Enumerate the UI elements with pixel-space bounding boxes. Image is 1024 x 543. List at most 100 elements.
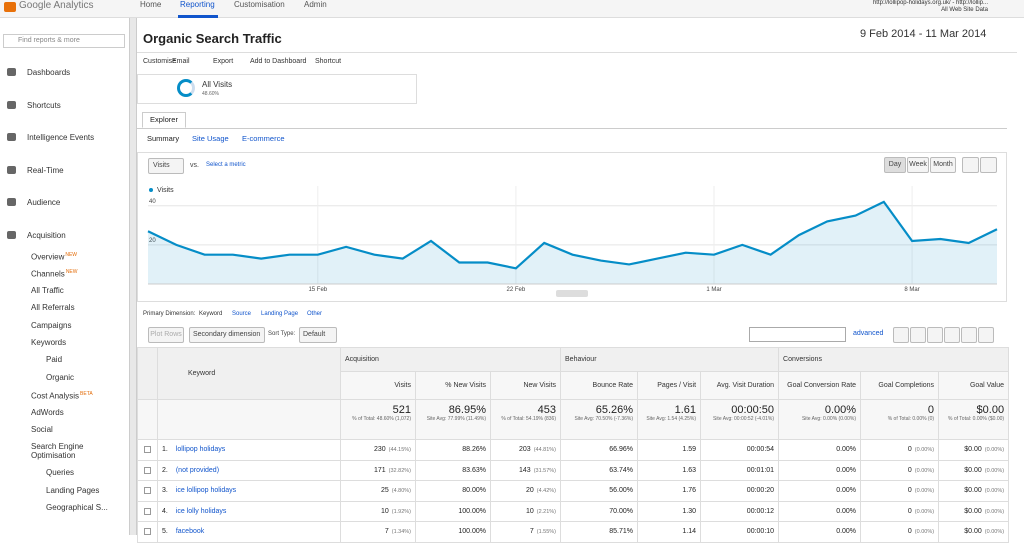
segment-box[interactable] — [137, 74, 417, 104]
keyword-link[interactable]: ice lollipop holidays — [175, 487, 237, 495]
checkbox[interactable] — [144, 446, 151, 454]
total-cell: 00:00:50 Site Avg: 00:00:52 (-4.01%) — [700, 399, 780, 440]
date-range[interactable]: 9 Feb 2014 - 11 Mar 2014 — [860, 28, 987, 40]
sidebar-subitem[interactable]: OverviewNEW — [31, 251, 126, 262]
main — [137, 18, 1024, 535]
keyword-link[interactable]: facebook — [175, 528, 205, 536]
sidebar-subitem[interactable]: Campaigns — [31, 321, 126, 330]
toolbar-item[interactable]: Shortcut — [315, 58, 342, 65]
checkbox[interactable] — [144, 507, 151, 515]
keyword-cell: 2. (not provided) — [157, 459, 341, 481]
sidebar-item[interactable]: Dashboards — [27, 68, 71, 77]
metric-select[interactable]: Visits — [148, 158, 184, 174]
subtab[interactable]: Summary — [147, 134, 180, 143]
secondary-dimension[interactable]: Secondary dimension — [189, 327, 265, 343]
period-button[interactable]: Month — [930, 157, 956, 173]
sidebar-subitem[interactable]: ChannelsNEW — [31, 268, 126, 279]
cell-share: (44.81%) — [533, 447, 557, 454]
dimension-item[interactable]: Landing Page — [261, 311, 299, 317]
period-button[interactable]: Day — [884, 157, 906, 173]
subtab[interactable]: E-commerce — [242, 134, 285, 143]
sidebar-item[interactable]: Real-Time — [27, 165, 64, 175]
sidebar-label: Keywords — [31, 338, 67, 347]
value-cell: 56.00% — [560, 480, 639, 502]
cell-value: 88.26% — [462, 446, 486, 454]
keyword-link[interactable]: (not provided) — [175, 466, 220, 474]
plot-rows[interactable]: Plot Rows — [148, 327, 184, 343]
sidebar-subitem[interactable]: Cost AnalysisBETA — [31, 390, 126, 401]
checkbox[interactable] — [144, 466, 151, 474]
value-cell: 1.63 — [637, 459, 702, 481]
sidebar-label: Cost Analysis — [31, 391, 80, 401]
cell-share: (0.00%) — [984, 488, 1005, 495]
nav-icon — [7, 165, 16, 174]
tab[interactable]: Explorer — [142, 112, 186, 128]
cell-share: (0.00%) — [984, 529, 1005, 536]
sidebar-subitem[interactable]: Landing Pages — [46, 485, 100, 495]
total-note: % of Total: 0.00% ($0.00) — [948, 416, 1005, 422]
sidebar-subitem[interactable]: Geographical S... — [46, 503, 108, 513]
nav-item[interactable]: Customisation — [234, 0, 285, 9]
value-cell: $0.00 (0.00%) — [938, 480, 1010, 502]
cell-value: 1.63 — [682, 466, 697, 474]
chart-resize[interactable] — [556, 290, 588, 297]
checkbox[interactable] — [144, 487, 151, 495]
sidebar-subitem[interactable]: All Traffic — [31, 286, 126, 295]
period-button[interactable]: Week — [907, 157, 929, 173]
dimension-item[interactable]: Keyword — [199, 311, 223, 317]
view-button[interactable] — [910, 327, 926, 343]
subtab[interactable]: Site Usage — [192, 134, 229, 143]
cell-share: (1.34%) — [391, 529, 411, 536]
sidebar-subitem[interactable]: Organic — [46, 372, 75, 382]
toolbar-item[interactable]: Email — [172, 58, 190, 65]
sidebar-item[interactable]: Acquisition — [27, 230, 66, 240]
keyword-link[interactable]: lollipop holidays — [175, 446, 226, 454]
sidebar-subitem[interactable]: Paid — [46, 355, 63, 365]
sidebar-item[interactable]: Intelligence Events — [27, 133, 95, 142]
total-value: 521 — [392, 404, 411, 416]
total-value: 0 — [927, 404, 935, 416]
sort-select[interactable]: Default — [299, 327, 337, 343]
table-search[interactable] — [749, 327, 846, 342]
keyword-link[interactable]: ice lolly holidays — [175, 507, 227, 515]
property: All Web Site Data — [941, 7, 988, 13]
view-button[interactable] — [978, 327, 994, 343]
sidebar-item[interactable]: Shortcuts — [27, 100, 61, 110]
view-button[interactable] — [927, 327, 943, 343]
nav-item[interactable]: Home — [140, 0, 162, 9]
sort-label: Sort Type: — [268, 331, 296, 337]
cell-value: 1.59 — [682, 446, 697, 454]
sidebar-subitem[interactable]: AdWords — [31, 408, 126, 417]
cell-value: $0.00 — [964, 446, 982, 454]
total-cell: $0.00% of Total: 0.00% ($0.00) — [938, 399, 1010, 440]
sidebar-subitem[interactable]: Social — [31, 425, 126, 434]
sidebar-toggle[interactable] — [130, 18, 137, 535]
cell-value: 10 — [380, 507, 389, 515]
sidebar-item[interactable]: Audience — [27, 198, 61, 207]
sidebar-subitem[interactable]: Queries — [46, 468, 75, 478]
cell-value: 80.00% — [462, 487, 486, 495]
toolbar-item[interactable]: Add to Dashboard — [250, 58, 307, 65]
search-box[interactable] — [3, 34, 125, 48]
nav-item[interactable]: Admin — [304, 0, 327, 9]
sidebar-subitem[interactable]: Keywords — [31, 338, 126, 347]
cell-share: (4.80%) — [391, 488, 411, 495]
toolbar-item[interactable]: Customise — [143, 58, 177, 65]
chart-type[interactable] — [962, 157, 979, 173]
sidebar-subitem[interactable]: All Referrals — [31, 303, 126, 312]
chart-type[interactable] — [980, 157, 997, 173]
cell-value: 7 — [529, 528, 534, 536]
view-button[interactable] — [893, 327, 909, 343]
dimension-item[interactable]: Source — [232, 311, 252, 317]
toolbar-item[interactable]: Export — [213, 58, 234, 65]
nav-item[interactable]: Reporting — [180, 0, 215, 9]
view-button[interactable] — [944, 327, 960, 343]
dimension-item[interactable]: Other — [307, 311, 323, 317]
sidebar-subitem[interactable]: Search Engine Optimisation — [31, 442, 126, 460]
select-metric[interactable]: Select a metric — [206, 162, 246, 168]
checkbox[interactable] — [144, 528, 151, 536]
value-cell: 0.00% — [778, 459, 862, 481]
advanced[interactable]: advanced — [853, 330, 884, 337]
view-button[interactable] — [961, 327, 977, 343]
